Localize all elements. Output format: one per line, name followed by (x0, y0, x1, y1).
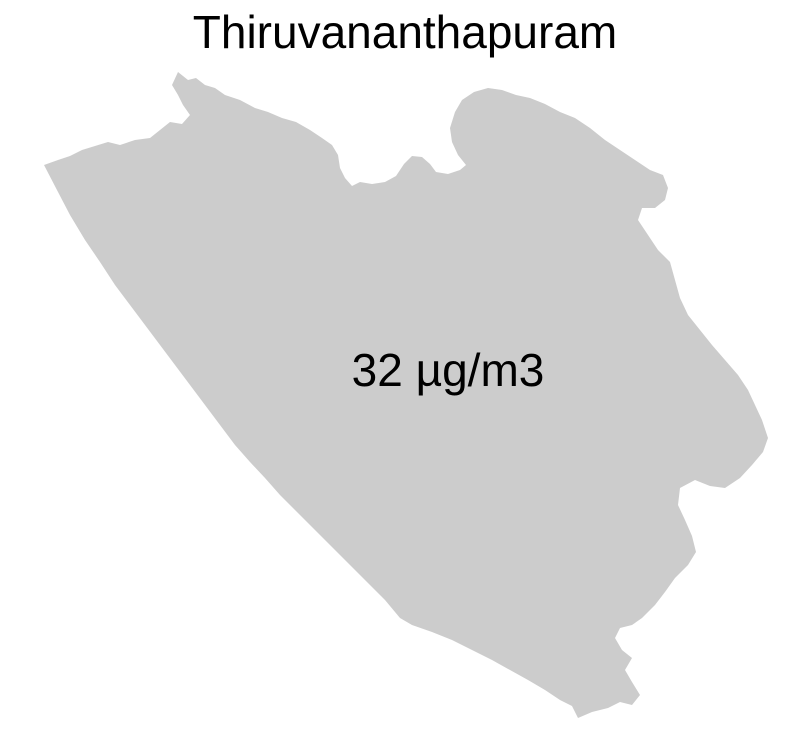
region-value-label: 32 µg/m3 (351, 344, 545, 396)
map-title: Thiruvananthapuram (192, 6, 618, 58)
district-region-shape (44, 72, 768, 718)
